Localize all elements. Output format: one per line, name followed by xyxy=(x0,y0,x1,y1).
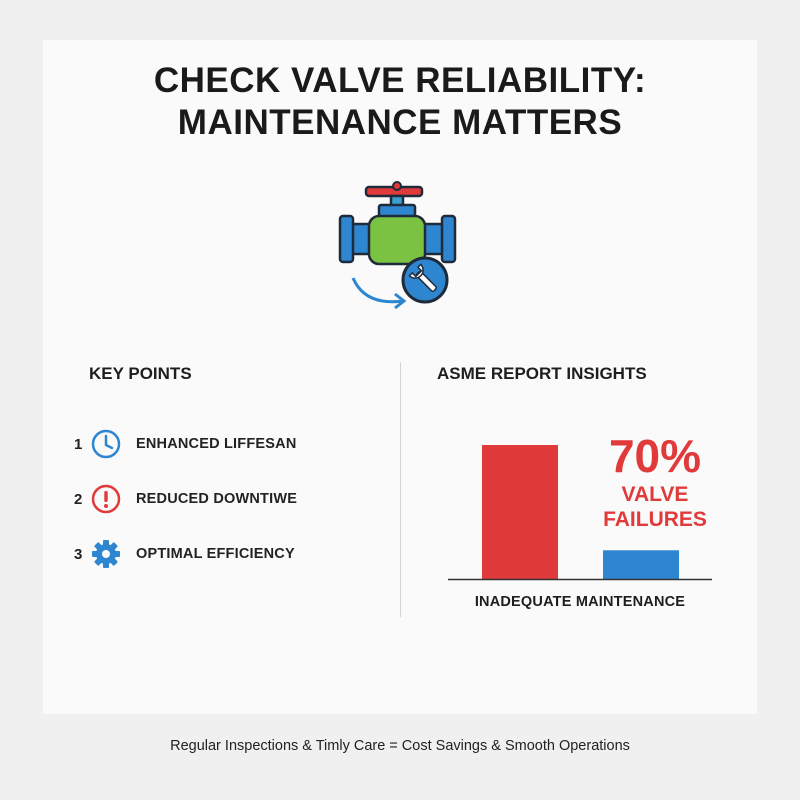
chart-bar xyxy=(482,445,558,579)
key-point-number: 2 xyxy=(74,490,83,508)
clock-icon xyxy=(91,429,121,459)
key-point-label: OPTIMAL EFFICIENCY xyxy=(136,546,295,562)
gear-icon xyxy=(92,540,120,568)
footer-text: Regular Inspections & Timly Care = Cost … xyxy=(170,738,630,754)
key-point-number: 1 xyxy=(74,435,83,453)
section-divider xyxy=(400,362,401,617)
page-title: CHECK VALVE RELIABILITY: MAINTENANCE MAT… xyxy=(0,60,800,144)
stat-percent: 70% xyxy=(608,430,702,482)
stat-label-line-1: VALVE xyxy=(621,483,689,506)
title-line-1: CHECK VALVE RELIABILITY: xyxy=(153,61,647,100)
stat-label: VALVE FAILURES xyxy=(600,482,710,532)
title-line-2: MAINTENANCE MATTERS xyxy=(177,103,623,142)
key-point-item: 1 ENHANCED LIFFESAN xyxy=(74,427,297,461)
key-point-label: REDUCED DOWNTIWE xyxy=(136,491,298,507)
key-point-item: 2 REDUCED DOWNTIWE xyxy=(74,482,297,516)
alert-icon xyxy=(91,484,121,514)
stat-label-line-2: FAILURES xyxy=(603,508,707,531)
valve-with-wrench-icon xyxy=(338,181,457,310)
key-points-heading: KEY POINTS xyxy=(89,364,192,383)
chart-x-label: INADEQUATE MAINTENANCE xyxy=(474,594,686,610)
key-point-label: ENHANCED LIFFESAN xyxy=(136,436,297,452)
asme-heading: ASME REPORT INSIGHTS xyxy=(437,364,647,383)
bar-chart xyxy=(448,445,712,581)
key-point-item: 3 OPTIMAL EFFICIENCY xyxy=(74,537,295,571)
chart-bar xyxy=(603,550,679,579)
key-point-number: 3 xyxy=(74,545,83,563)
